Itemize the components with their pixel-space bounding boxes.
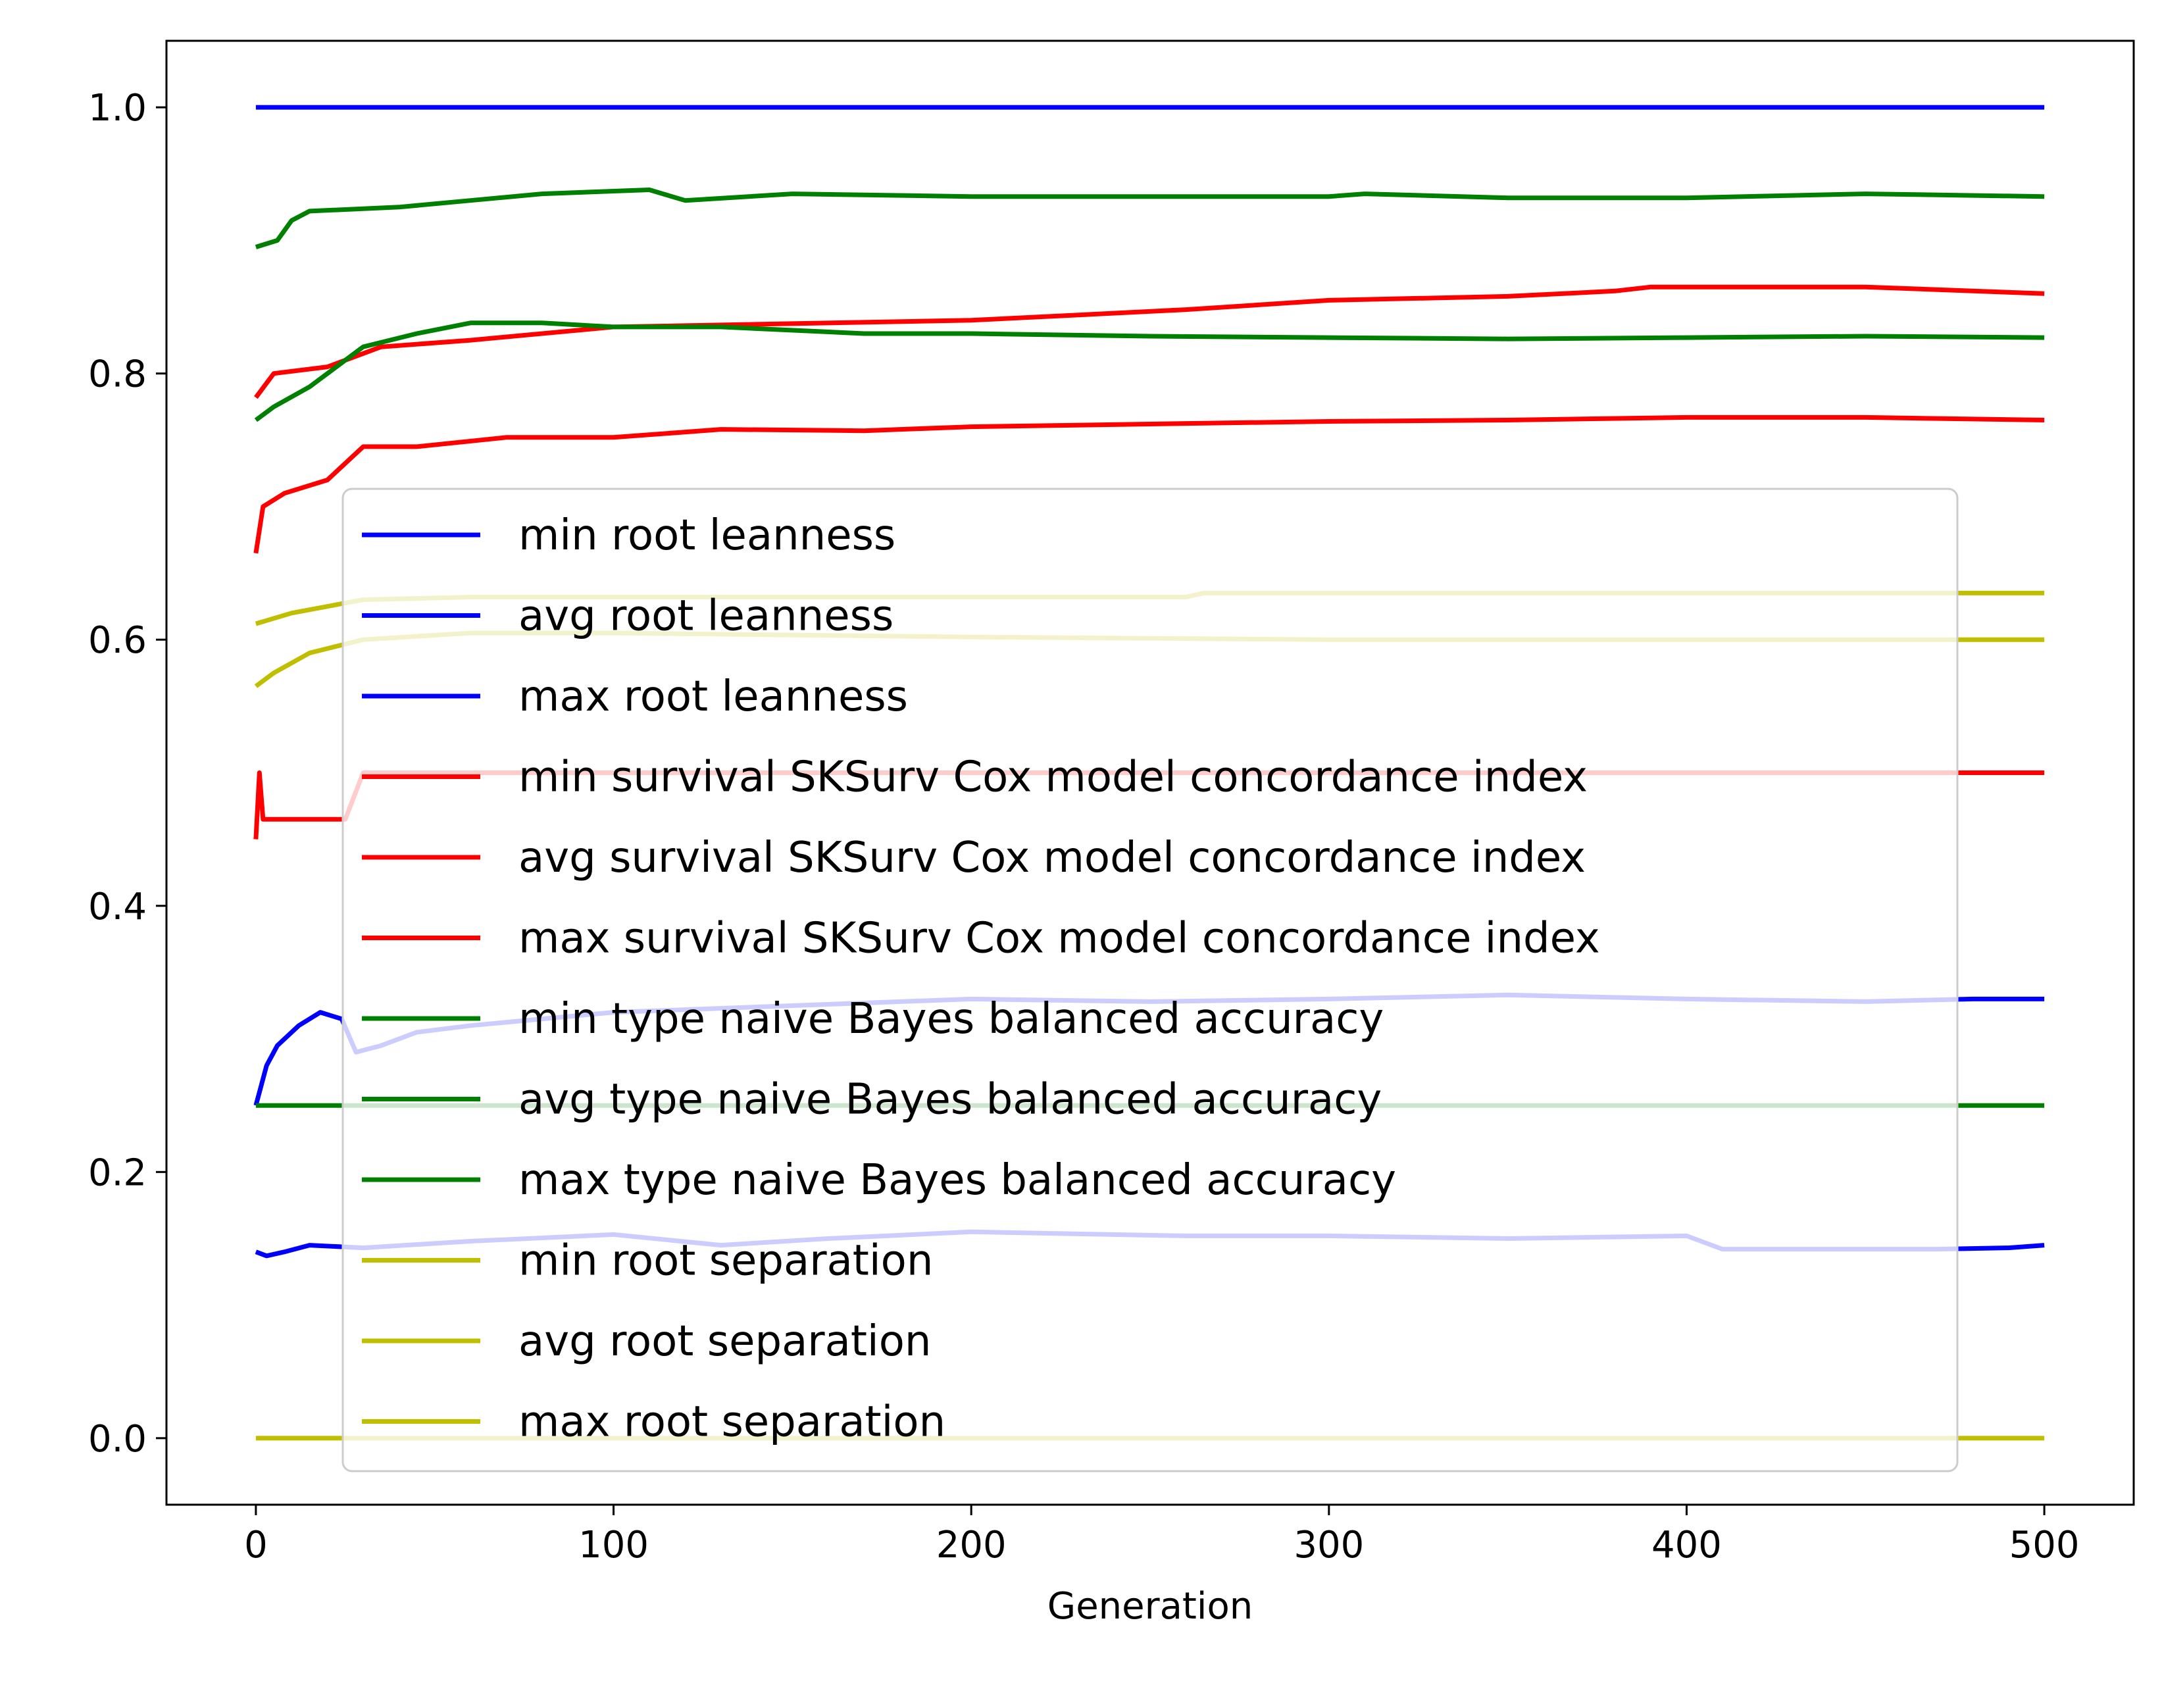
series-line-7: [254, 320, 2045, 422]
legend: min root leanness avg root leanness max ro…: [341, 488, 1959, 1472]
x-tick-label: 400: [1651, 1524, 1722, 1567]
x-tick-label: 300: [1294, 1524, 1364, 1567]
x-axis: 0 100 200 300 400 500: [244, 1505, 2080, 1567]
y-tick-label: 0.8: [88, 353, 147, 396]
y-tick-label: 0.0: [88, 1418, 147, 1461]
series-line-4: [253, 414, 2045, 554]
legend-entry-label: min survival SKSurv Cox model concordanc…: [518, 753, 1588, 802]
x-axis-label: Generation: [1047, 1585, 1253, 1628]
legend-entry-label: min type naive Bayes balanced accuracy: [518, 995, 1384, 1043]
plot-frame: [165, 39, 2135, 1506]
legend-entry-label: min root leanness: [518, 511, 895, 560]
legend-entry-label: max root separation: [518, 1398, 945, 1447]
x-tick-label: 0: [244, 1524, 268, 1567]
y-tick-label: 0.2: [88, 1151, 147, 1194]
legend-entry-label: avg root separation: [518, 1317, 931, 1366]
legend-entry-label: avg survival SKSurv Cox model concordanc…: [518, 834, 1586, 882]
x-tick-label: 100: [578, 1524, 649, 1567]
legend-entry-label: avg type naive Bayes balanced accuracy: [518, 1076, 1382, 1124]
legend-entry-label: min root separation: [518, 1237, 933, 1286]
legend-entry-label: max type naive Bayes balanced accuracy: [518, 1156, 1396, 1205]
y-tick-label: 0.4: [88, 886, 147, 928]
legend-box: [341, 488, 1959, 1472]
y-tick-label: 1.0: [88, 87, 147, 130]
y-axis: 0.0 0.2 0.4 0.6 0.8 1.0: [88, 87, 166, 1461]
y-tick-label: 0.6: [88, 619, 147, 662]
x-tick-label: 200: [936, 1524, 1007, 1567]
legend-entry-label: max root leanness: [518, 672, 908, 721]
series-line-5: [254, 284, 2045, 399]
legend-entry-label: avg root leanness: [518, 592, 893, 641]
legend-entry-label: max survival SKSurv Cox model concordanc…: [518, 915, 1600, 963]
series-line-8: [255, 188, 2045, 249]
x-tick-label: 500: [2009, 1524, 2080, 1567]
